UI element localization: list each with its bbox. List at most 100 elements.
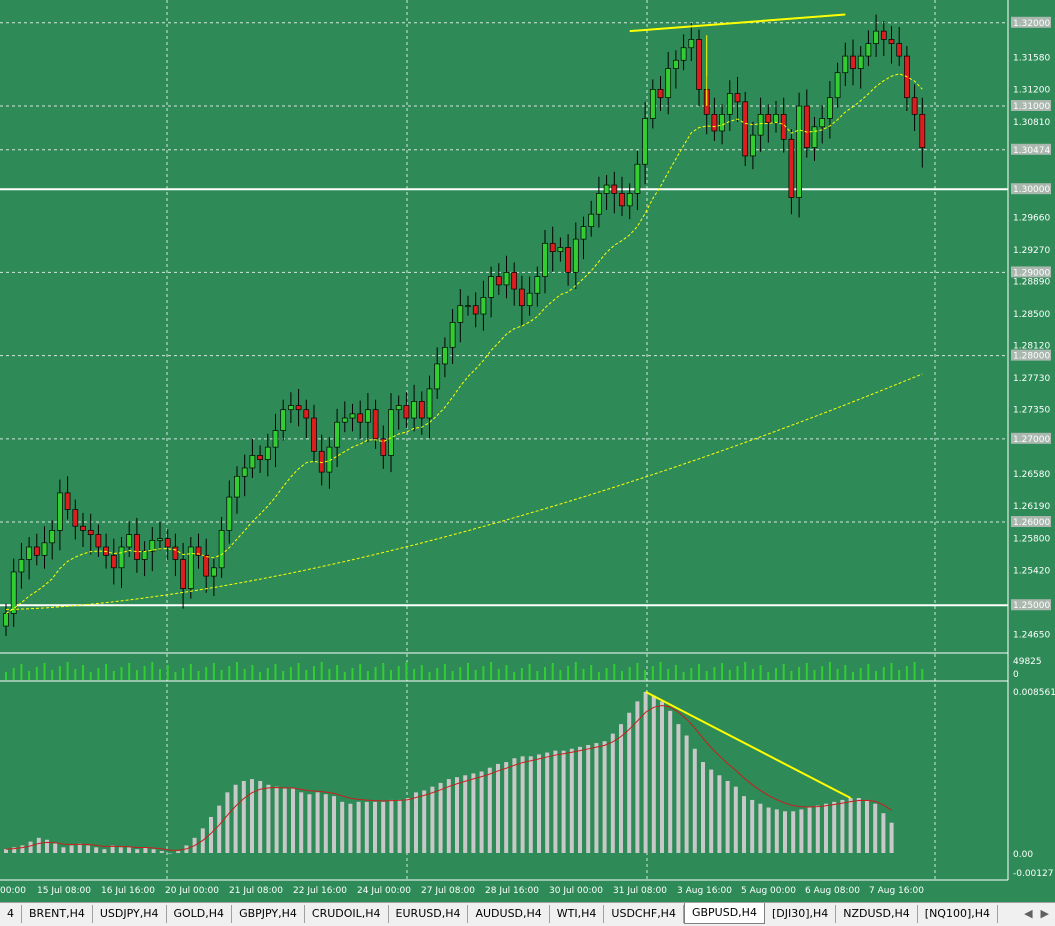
bull-candle: [395, 405, 402, 411]
bull-candle: [118, 546, 125, 569]
bull-candle: [726, 93, 733, 115]
macd-histogram-bar: [315, 792, 320, 853]
bull-candle: [49, 530, 56, 544]
macd-histogram-bar: [258, 780, 263, 853]
bull-candle: [626, 193, 633, 207]
macd-histogram-bar: [643, 691, 648, 853]
macd-histogram-bar: [241, 780, 246, 853]
bull-candle: [26, 546, 32, 560]
macd-histogram-bar: [364, 801, 369, 853]
bull-candle: [218, 530, 225, 569]
macd-histogram-bar: [151, 849, 156, 853]
macd-histogram-bar: [619, 724, 623, 853]
chart-tab[interactable]: GOLD,H4: [167, 905, 233, 923]
bear-candle: [519, 288, 525, 307]
chart-tab[interactable]: USDCHF,H4: [604, 905, 684, 923]
macd-histogram-bar: [4, 849, 8, 853]
price-axis-label: 1.27350: [1013, 406, 1050, 416]
ma-slow-line: [5, 373, 923, 610]
bull-candle: [126, 534, 133, 548]
bear-candle: [711, 113, 718, 132]
price-axis-label: 1.24650: [1013, 630, 1050, 640]
bear-candle: [134, 534, 140, 560]
bull-candle: [3, 613, 9, 627]
bull-candle: [264, 446, 271, 460]
price-axis-label: 1.26190: [1013, 502, 1050, 512]
macd-signal-line: [5, 705, 892, 851]
macd-histogram-bar: [758, 803, 763, 853]
bear-candle: [87, 530, 94, 535]
macd-histogram-bar: [94, 847, 99, 853]
chart-tab-active[interactable]: GBPUSD,H4: [683, 903, 765, 924]
macd-histogram-bar: [668, 710, 673, 853]
macd-histogram-bar: [692, 748, 697, 853]
bear-candle: [611, 184, 618, 194]
price-level-badge: [1011, 266, 1051, 278]
macd-histogram-bar: [389, 799, 394, 853]
chart-tab[interactable]: USDJPY,H4: [93, 905, 167, 923]
macd-histogram-bar: [20, 845, 25, 853]
macd-histogram-bar: [356, 801, 361, 853]
price-level-label: 1.30000: [1013, 185, 1050, 195]
bear-candle: [888, 39, 895, 44]
scroll-left-icon[interactable]: ◀: [1024, 907, 1033, 920]
macd-histogram-bar: [299, 792, 304, 853]
bear-candle: [696, 39, 702, 90]
macd-histogram-bar: [36, 837, 41, 853]
time-axis-label: 00:00: [0, 886, 26, 896]
chart-tab[interactable]: AUDUSD,H4: [468, 905, 550, 923]
bear-candle: [72, 509, 79, 527]
price-chart[interactable]: 1.31580 1.31200 1.30810 1.29660 1.29270 1.288…: [0, 0, 1055, 902]
macd-histogram-bar: [28, 841, 33, 853]
macd-histogram-bar: [86, 845, 90, 853]
bull-candle: [442, 346, 448, 365]
chart-tab[interactable]: GBPJPY,H4: [232, 905, 305, 923]
chart-tab[interactable]: [DJI30],H4: [765, 905, 837, 923]
bull-candle: [534, 276, 541, 294]
bull-candle: [873, 30, 879, 44]
bull-candle: [18, 559, 25, 573]
chart-tab[interactable]: [NQ100],H4: [918, 905, 999, 923]
macd-histogram-bar: [676, 724, 681, 853]
macd-histogram-bar: [528, 756, 533, 853]
macd-histogram-bar: [602, 741, 607, 853]
bear-candle: [110, 554, 117, 569]
macd-histogram-bar: [512, 758, 517, 853]
macd-histogram-bar: [496, 763, 500, 853]
macd-histogram-bar: [414, 792, 418, 853]
time-axis-label: 3 Aug 16:00: [677, 886, 732, 896]
time-axis-label: 27 Jul 08:00: [421, 886, 475, 896]
macd-histogram-bar: [176, 851, 181, 853]
bull-candle: [649, 89, 656, 119]
macd-histogram-bar: [217, 805, 222, 853]
bull-candle: [449, 321, 456, 348]
macd-histogram-bar: [783, 811, 787, 853]
chart-tab[interactable]: BRENT,H4: [22, 905, 93, 923]
bull-candle: [341, 417, 348, 423]
chart-tab[interactable]: NZDUSD,H4: [836, 905, 918, 923]
chart-tab[interactable]: CRUDOIL,H4: [305, 905, 389, 923]
bull-candle: [241, 467, 248, 477]
time-axis-label: 5 Aug 00:00: [741, 886, 796, 896]
scroll-right-icon[interactable]: ▶: [1040, 907, 1049, 920]
bear-candle: [880, 30, 887, 40]
bear-candle: [311, 417, 317, 452]
tab-scroll-arrows: ◀ ▶: [1018, 905, 1055, 923]
time-axis-label: 30 Jul 00:00: [549, 886, 603, 896]
macd-histogram-bar: [455, 777, 459, 853]
time-axis-label: 28 Jul 16:00: [485, 886, 539, 896]
price-level-badge: [1011, 432, 1051, 444]
bull-candle: [488, 276, 494, 298]
macd-histogram-bar: [307, 794, 312, 853]
macd-histogram-bar: [717, 775, 722, 853]
chart-tab[interactable]: EURUSD,H4: [389, 905, 469, 923]
price-axis-label: 1.28500: [1013, 310, 1050, 320]
chart-tab[interactable]: 4: [0, 905, 22, 923]
macd-histogram-bar: [422, 790, 427, 853]
macd-histogram-bar: [504, 762, 509, 853]
chart-tab[interactable]: WTI,H4: [550, 905, 605, 923]
bull-candle: [465, 305, 471, 308]
bear-candle: [95, 534, 102, 548]
macd-histogram-bar: [340, 801, 345, 853]
bull-candle: [834, 72, 841, 99]
